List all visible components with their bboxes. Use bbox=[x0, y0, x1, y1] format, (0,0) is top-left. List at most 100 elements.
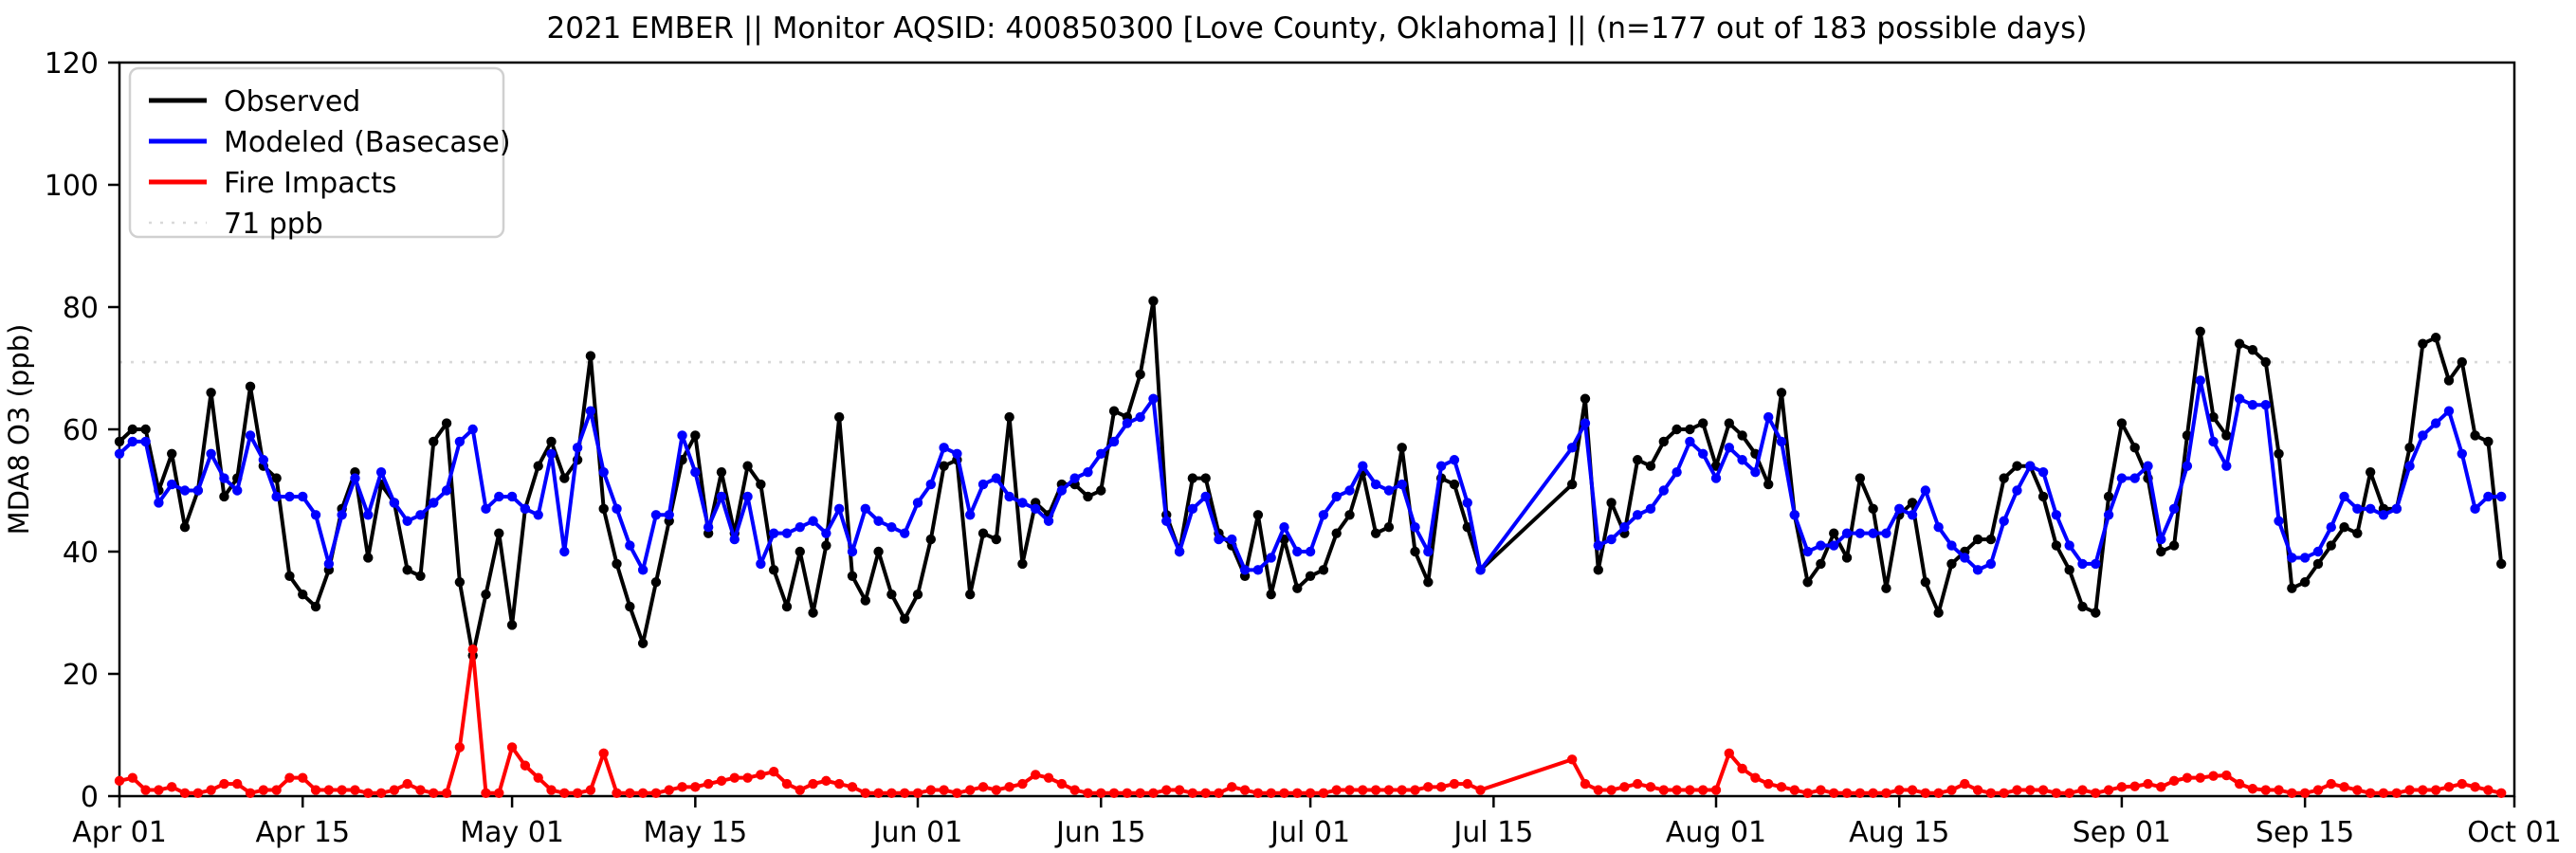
modeled-basecase-marker bbox=[585, 406, 596, 416]
modeled-basecase-marker bbox=[2443, 406, 2455, 416]
modeled-basecase-marker bbox=[1004, 491, 1014, 502]
modeled-basecase-marker bbox=[1292, 546, 1303, 557]
modeled-basecase-marker bbox=[768, 528, 779, 538]
fire-impacts-marker bbox=[664, 785, 674, 795]
y-tick-label: 0 bbox=[81, 781, 99, 814]
modeled-basecase-marker bbox=[1685, 436, 1695, 447]
fire-impacts-marker bbox=[271, 785, 282, 795]
fire-impacts-marker bbox=[1763, 778, 1774, 789]
x-tick-label: Jun 01 bbox=[871, 816, 963, 849]
observed-marker bbox=[1632, 455, 1643, 465]
fire-impacts-marker bbox=[114, 775, 125, 787]
fire-impacts-marker bbox=[1358, 785, 1368, 795]
observed-marker bbox=[1593, 565, 1603, 575]
fire-impacts-marker bbox=[925, 785, 937, 795]
fire-impacts-marker bbox=[886, 788, 897, 798]
fire-impacts-marker bbox=[1122, 788, 1133, 798]
observed-marker bbox=[2234, 338, 2245, 349]
modeled-basecase-marker bbox=[2365, 503, 2376, 515]
fire-impacts-marker bbox=[899, 788, 910, 798]
modeled-basecase-marker bbox=[258, 455, 269, 465]
observed-marker bbox=[1685, 424, 1695, 435]
modeled-basecase-marker bbox=[2234, 393, 2245, 404]
modeled-basecase-marker bbox=[2025, 461, 2036, 471]
modeled-basecase-marker bbox=[2012, 485, 2022, 496]
modeled-basecase-marker bbox=[389, 498, 400, 508]
fire-impacts-marker bbox=[219, 778, 229, 789]
modeled-basecase-marker bbox=[1672, 466, 1682, 478]
fire-impacts-marker bbox=[821, 775, 831, 787]
fire-impacts-marker bbox=[2234, 778, 2245, 789]
modeled-basecase-marker bbox=[1069, 473, 1080, 483]
observed-marker bbox=[1645, 461, 1656, 471]
modeled-basecase-marker bbox=[1841, 528, 1853, 538]
modeled-basecase-marker bbox=[1763, 411, 1774, 423]
modeled-basecase-marker bbox=[2326, 522, 2336, 533]
fire-impacts-marker bbox=[1331, 785, 1342, 795]
modeled-basecase-marker bbox=[742, 491, 753, 502]
modeled-basecase-marker bbox=[1043, 516, 1054, 526]
fire-impacts-marker bbox=[350, 785, 360, 795]
observed-marker bbox=[441, 418, 452, 428]
modeled-basecase-marker bbox=[2274, 516, 2284, 526]
fire-impacts-marker bbox=[441, 788, 452, 798]
observed-marker bbox=[1318, 565, 1329, 575]
modeled-basecase-marker bbox=[690, 466, 701, 478]
fire-impacts-marker bbox=[1789, 785, 1800, 795]
observed-marker bbox=[1816, 558, 1826, 570]
observed-marker bbox=[2208, 411, 2219, 423]
observed-marker bbox=[559, 473, 570, 483]
chart-title: 2021 EMBER || Monitor AQSID: 400850300 [… bbox=[547, 11, 2088, 45]
modeled-basecase-marker bbox=[2182, 461, 2193, 471]
observed-marker bbox=[206, 388, 216, 398]
observed-marker bbox=[1724, 418, 1735, 428]
observed-marker bbox=[2037, 491, 2049, 502]
observed-marker bbox=[1397, 443, 1407, 453]
fire-impacts-marker bbox=[2430, 785, 2441, 795]
modeled-basecase-marker bbox=[559, 546, 570, 557]
modeled-basecase-marker bbox=[1305, 546, 1316, 557]
fire-impacts-marker bbox=[2091, 788, 2101, 798]
modeled-basecase-marker bbox=[833, 503, 845, 515]
fire-impacts-marker bbox=[1252, 788, 1264, 798]
observed-marker bbox=[1829, 528, 1839, 538]
modeled-basecase-marker bbox=[1658, 485, 1669, 496]
fire-impacts-marker bbox=[1881, 788, 1891, 798]
fire-impacts-marker bbox=[2378, 788, 2389, 798]
fire-impacts-marker bbox=[1043, 772, 1054, 783]
fire-impacts-marker bbox=[1750, 772, 1761, 783]
observed-marker bbox=[965, 589, 976, 600]
x-tick-label: May 01 bbox=[460, 816, 564, 849]
fire-impacts-marker bbox=[415, 785, 426, 795]
fire-impacts-marker bbox=[1972, 785, 1983, 795]
observed-marker bbox=[533, 461, 543, 471]
fire-impacts-marker bbox=[2182, 772, 2193, 783]
observed-marker bbox=[1096, 485, 1106, 496]
fire-impacts-marker bbox=[2037, 785, 2049, 795]
modeled-basecase-marker bbox=[1868, 528, 1878, 538]
modeled-basecase-marker bbox=[1083, 466, 1093, 478]
fire-impacts-marker bbox=[781, 778, 793, 789]
modeled-basecase-marker bbox=[337, 510, 347, 520]
modeled-basecase-marker bbox=[1697, 448, 1708, 459]
fire-impacts-marker bbox=[1606, 785, 1617, 795]
modeled-basecase-marker bbox=[1816, 540, 1826, 551]
fire-impacts-marker bbox=[1108, 788, 1120, 798]
modeled-basecase-marker bbox=[481, 503, 491, 515]
observed-marker bbox=[1004, 411, 1014, 423]
fire-impacts-marker bbox=[494, 788, 504, 798]
x-tick-label: Apr 01 bbox=[72, 816, 167, 849]
y-axis-label: MDA8 O3 (ppb) bbox=[3, 324, 35, 535]
modeled-basecase-marker bbox=[2116, 473, 2128, 483]
y-tick-label: 80 bbox=[63, 292, 99, 325]
modeled-basecase-marker bbox=[323, 558, 335, 570]
fire-impacts-marker bbox=[533, 772, 543, 783]
modeled-basecase-marker bbox=[284, 491, 295, 502]
modeled-basecase-marker bbox=[650, 510, 662, 520]
observed-marker bbox=[977, 528, 989, 538]
plot-area: 0 20 40 60 80 100 120 Apr 01 Apr 15 May 01 May 15 J… bbox=[45, 47, 2562, 849]
modeled-basecase-marker bbox=[467, 424, 478, 435]
observed-marker bbox=[2168, 540, 2180, 551]
observed-marker bbox=[2129, 443, 2140, 453]
